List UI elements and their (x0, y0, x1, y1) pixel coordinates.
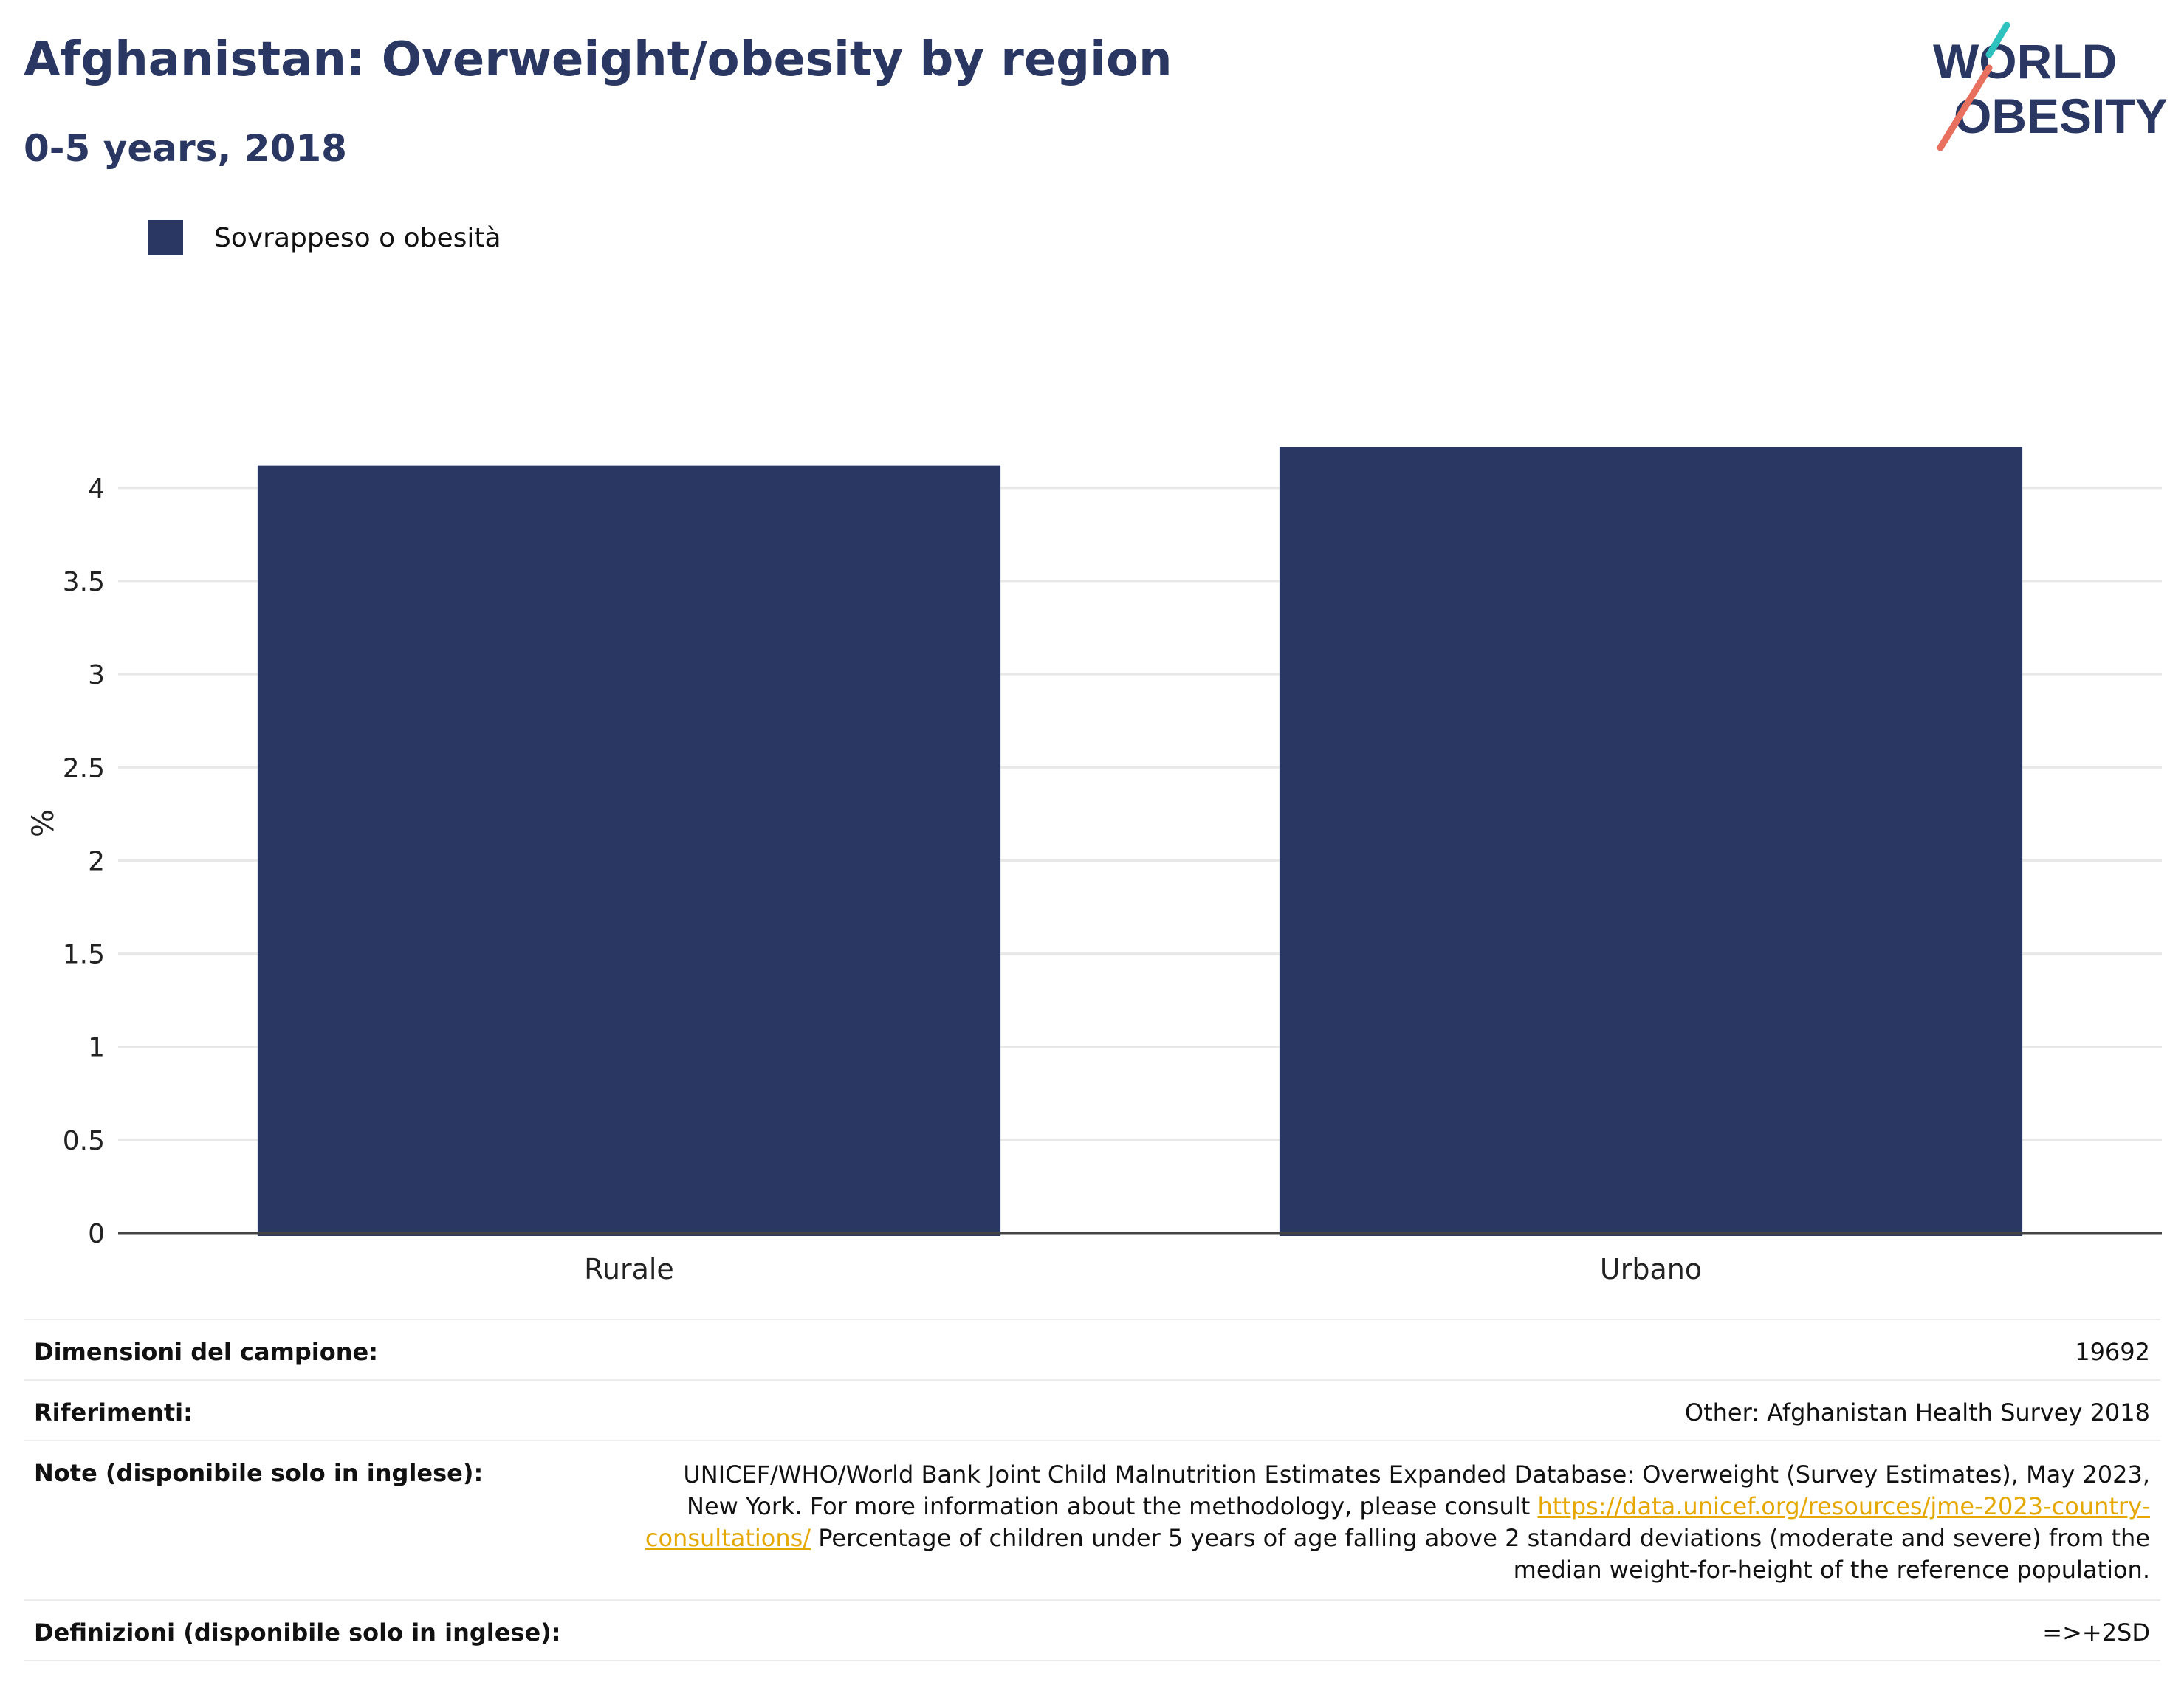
y-tick-label: 0.5 (63, 1126, 105, 1156)
info-row-sample: Dimensioni del campione: 19692 (24, 1319, 2160, 1379)
y-axis-label: % (27, 809, 61, 837)
info-row-references: Riferimenti: Other: Afghanistan Health S… (24, 1379, 2160, 1440)
y-tick-label: 2.5 (63, 753, 105, 783)
bar (257, 465, 1001, 1236)
y-tick-label: 2 (88, 846, 105, 876)
info-table: Dimensioni del campione: 19692 Riferimen… (24, 1319, 2160, 1661)
definitions-label: Definizioni (disponibile solo in inglese… (34, 1618, 561, 1647)
definitions-value: =>+2SD (2042, 1618, 2150, 1647)
logo-teal-stroke (1985, 22, 2010, 58)
world-obesity-logo: WORLD OBESITY (1933, 22, 2168, 151)
bar-chart: 0 0.5 1 1.5 2 2.5 3 3.5 4% Rurale Urbano (27, 447, 2162, 1285)
y-tick-label: 1.5 (63, 940, 105, 970)
x-tick-label: Urbano (1600, 1253, 1702, 1285)
chart-subtitle: 0-5 years, 2018 (24, 127, 347, 170)
y-tick-label: 3.5 (63, 567, 105, 597)
notes-value: UNICEF/WHO/World Bank Joint Child Malnut… (629, 1459, 2150, 1586)
legend-label: Sovrappeso o obesità (214, 222, 501, 253)
sample-size-value: 19692 (2075, 1338, 2150, 1366)
y-tick-label: 4 (88, 474, 105, 504)
notes-text-2: Percentage of children under 5 years of … (811, 1524, 2150, 1584)
y-tick-label: 0 (88, 1219, 105, 1249)
sample-size-label: Dimensioni del campione: (34, 1338, 379, 1366)
notes-label: Note (disponibile solo in inglese): (34, 1459, 484, 1487)
references-value: Other: Afghanistan Health Survey 2018 (1684, 1398, 2150, 1427)
info-row-definitions: Definizioni (disponibile solo in inglese… (24, 1599, 2160, 1661)
logo-text-obesity: OBESITY (1954, 89, 2168, 143)
legend-swatch (148, 220, 183, 255)
logo-coral-stroke (1937, 64, 1993, 151)
logo-text-world: WORLD (1933, 34, 2117, 89)
y-tick-label: 1 (88, 1033, 105, 1063)
bar (1279, 447, 2023, 1236)
notes-text-1: UNICEF/WHO/World Bank Joint Child Malnut… (683, 1460, 2150, 1520)
info-row-notes: Note (disponibile solo in inglese): UNIC… (24, 1440, 2160, 1599)
notes-link[interactable]: https://data.unicef.org/resources/jme-20… (645, 1492, 2150, 1552)
y-tick-label: 3 (88, 660, 105, 690)
chart-legend[interactable]: Sovrappeso o obesità (148, 219, 501, 257)
x-tick-label: Rurale (584, 1253, 674, 1285)
chart-title: Afghanistan: Overweight/obesity by regio… (24, 32, 1172, 87)
references-label: Riferimenti: (34, 1398, 193, 1427)
